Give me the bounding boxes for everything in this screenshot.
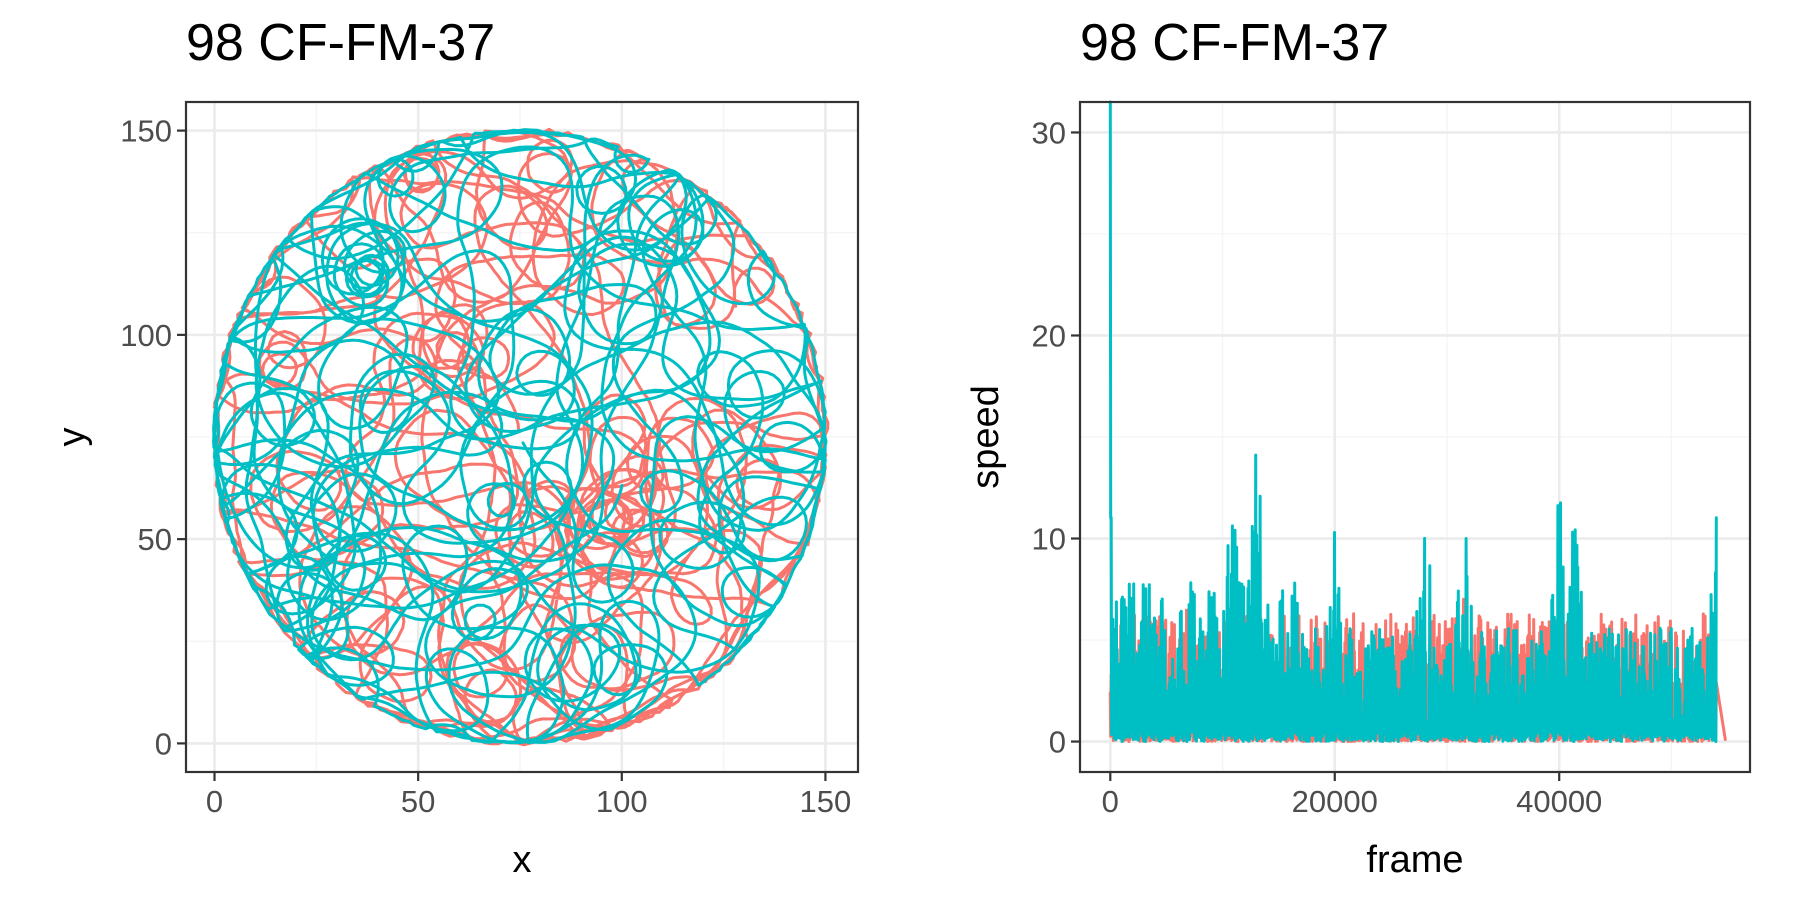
trajectory-y-tick-label: 100 [120,318,172,353]
trajectory-y-tick-label: 50 [138,522,172,557]
speed-panel-title: 98 CF-FM-37 [1080,14,1389,72]
trajectory-x-tick-label: 150 [800,784,852,819]
trajectory-x-tick-label: 0 [206,784,223,819]
trajectory-x-tick-label: 50 [401,784,435,819]
speed-x-tick-label: 20000 [1292,784,1378,819]
speed-y-axis-title: speed [965,385,1007,489]
trajectory-y-tick-label: 150 [120,114,172,149]
speed-y-tick-label: 20 [1032,318,1066,353]
speed-y-tick-label: 30 [1032,115,1066,150]
trajectory-panel-border [184,100,860,774]
speed-x-axis-title: frame [1366,839,1463,881]
trajectory-traces [212,127,830,747]
speed-y-tick-label: 10 [1032,522,1066,557]
speed-y-tick-label: 0 [1049,725,1066,760]
speed-x-tick-label: 40000 [1516,784,1602,819]
speed-traces [1108,100,1727,743]
trajectory-ticks: 0 50 100 150 0 50 100 150 [120,114,851,819]
speed-panel-border [1078,100,1752,774]
trajectory-x-axis-title: x [513,839,532,881]
trajectory-y-axis-title: y [51,428,93,447]
trajectory-y-tick-label: 0 [155,726,172,761]
trajectory-trace-series-1 [212,127,830,747]
speed-trace-series-2 [1108,100,1718,743]
trajectory-x-tick-label: 100 [596,784,648,819]
speed-x-tick-label: 0 [1102,784,1119,819]
trajectory-panel-title: 98 CF-FM-37 [186,14,495,72]
speed-panel: 98 CF-FM-37 0 20000 40000 0 10 20 30 frame spe… [965,14,1752,881]
speed-ticks: 0 20000 40000 0 10 20 30 [1032,115,1603,819]
trajectory-trace-series-2 [212,128,828,745]
trajectory-panel: 98 CF-FM-37 0 50 100 150 0 50 100 150 x y [51,14,860,881]
